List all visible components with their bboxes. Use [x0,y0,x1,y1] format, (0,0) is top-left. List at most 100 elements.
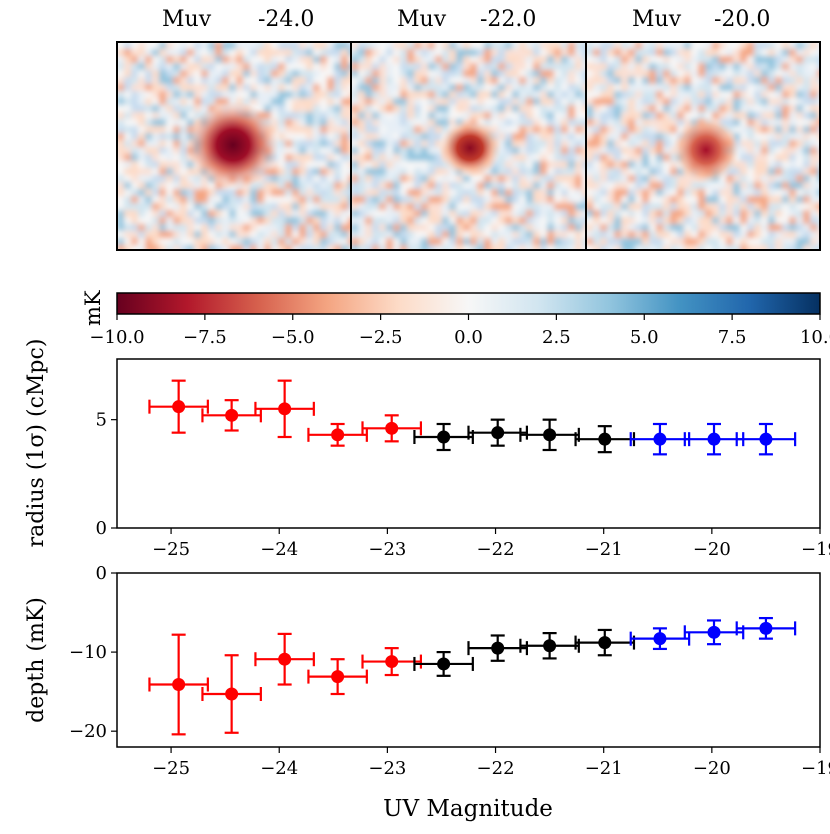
heatmap-cell [614,98,621,105]
heatmap-cell [414,175,421,182]
heatmap-cell [124,161,131,168]
heatmap-cell [320,42,327,49]
heatmap-cell [670,203,677,210]
heatmap-cell [533,77,540,84]
heatmap-cell [477,42,484,49]
heatmap-cell [533,112,540,119]
heatmap-cell [278,77,285,84]
heatmap-cell [187,91,194,98]
heatmap-cell [187,77,194,84]
heatmap-cell [698,217,705,224]
heatmap-cell [505,119,512,126]
heatmap-cell [313,119,320,126]
heatmap-cell [292,147,299,154]
heatmap-cell [635,203,642,210]
heatmap-cell [131,168,138,175]
heatmap-cell [407,42,414,49]
heatmap-cell [365,154,372,161]
heatmap-cell [691,182,698,189]
heatmap-cell [299,105,306,112]
heatmap-cell [712,224,719,231]
heatmap-cell [491,210,498,217]
heatmap-cell [271,203,278,210]
heatmap-cell [698,189,705,196]
y-tick-label: 0 [96,518,107,539]
heatmap-cell [236,56,243,63]
heatmap-cell [614,168,621,175]
heatmap-cell [600,189,607,196]
heatmap-cell [117,189,124,196]
heatmap-cell [649,63,656,70]
data-point [598,636,612,650]
heatmap-cell [407,63,414,70]
heatmap-cell [698,203,705,210]
heatmap-cell [351,84,358,91]
heatmap-cell [313,203,320,210]
heatmap-cell [173,224,180,231]
heatmap-cell [341,203,348,210]
heatmap-cell [299,56,306,63]
heatmap-cell [491,42,498,49]
heatmap-cell [306,42,313,49]
heatmap-cell [285,168,292,175]
heatmap-cell [505,63,512,70]
heatmap-cell [698,77,705,84]
heatmap-cell [491,77,498,84]
heatmap-cell [194,189,201,196]
heatmap-cell [526,140,533,147]
heatmap-cell [407,245,414,250]
heatmap-cell [348,91,351,98]
heatmap-cell [607,175,614,182]
heatmap-cell [222,77,229,84]
heatmap-cell [789,77,796,84]
heatmap-cell [754,210,761,217]
heatmap-cell [187,217,194,224]
heatmap-cell [285,126,292,133]
heatmap-cell [400,196,407,203]
heatmap-cell [229,231,236,238]
heatmap-cell [663,161,670,168]
heatmap-cell [351,119,358,126]
heatmap-cell [635,140,642,147]
heatmap-cell [215,49,222,56]
heatmap-cell [789,168,796,175]
heatmap-cell [222,63,229,70]
heatmap-cell [117,49,124,56]
data-point [385,655,399,669]
heatmap-cell [526,189,533,196]
heatmap-cell [334,224,341,231]
heatmap-cell [131,56,138,63]
heatmap-cell [607,133,614,140]
heatmap-cell [372,154,379,161]
heatmap-cell [250,189,257,196]
heatmap-cell [796,105,803,112]
heatmap-cell [285,98,292,105]
heatmap-cell [138,98,145,105]
heatmap-cell [498,217,505,224]
heatmap-cell [271,84,278,91]
heatmap-cell [684,63,691,70]
heatmap-cell [379,77,386,84]
heatmap-cell [593,147,600,154]
heatmap-cell [712,105,719,112]
x-tick-label: −24 [260,539,298,560]
heatmap-cell [810,98,817,105]
heatmap-cell [677,91,684,98]
heatmap-cell [278,119,285,126]
heatmap-cell [740,238,747,245]
heatmap-cell [663,203,670,210]
heatmap-cell [166,119,173,126]
heatmap-cell [334,98,341,105]
heatmap-cell [208,238,215,245]
heatmap-cell [568,231,575,238]
heatmap-cell [407,189,414,196]
heatmap-cell [463,63,470,70]
heatmap-cell [642,224,649,231]
panel-1-signal [187,101,279,189]
y-tick-label: −10 [69,642,107,663]
heatmap-cell [292,224,299,231]
heatmap-cell [428,154,435,161]
radius-ylabel: radius (1σ) (cMpc) [24,339,49,548]
heatmap-cell [635,168,642,175]
heatmap-cell [519,63,526,70]
